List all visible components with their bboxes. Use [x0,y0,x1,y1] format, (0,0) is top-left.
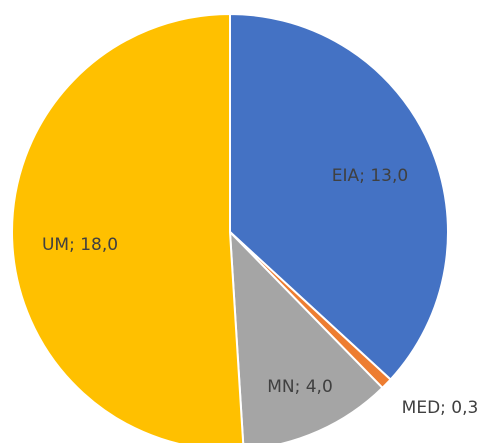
label-value: 13,0 [370,166,408,186]
label-value: 18,0 [80,235,118,255]
pie-slice [10,12,245,443]
data-label: EIA; 13,0 [332,166,408,186]
label-category: MED [402,398,441,418]
pie-slice [229,12,449,381]
data-label: MED; 0,3 [402,398,479,418]
label-value: 4,0 [306,377,333,397]
label-category: UM [42,235,69,255]
label-category: EIA [332,166,360,186]
label-category: MN [267,377,294,397]
label-separator: ; [359,166,370,186]
label-value: 0,3 [451,398,478,418]
label-separator: ; [295,377,306,397]
label-separator: ; [440,398,451,418]
data-label: MN; 4,0 [267,377,333,397]
data-label: UM; 18,0 [42,235,118,255]
label-separator: ; [69,235,80,255]
pie-slice [228,229,384,443]
